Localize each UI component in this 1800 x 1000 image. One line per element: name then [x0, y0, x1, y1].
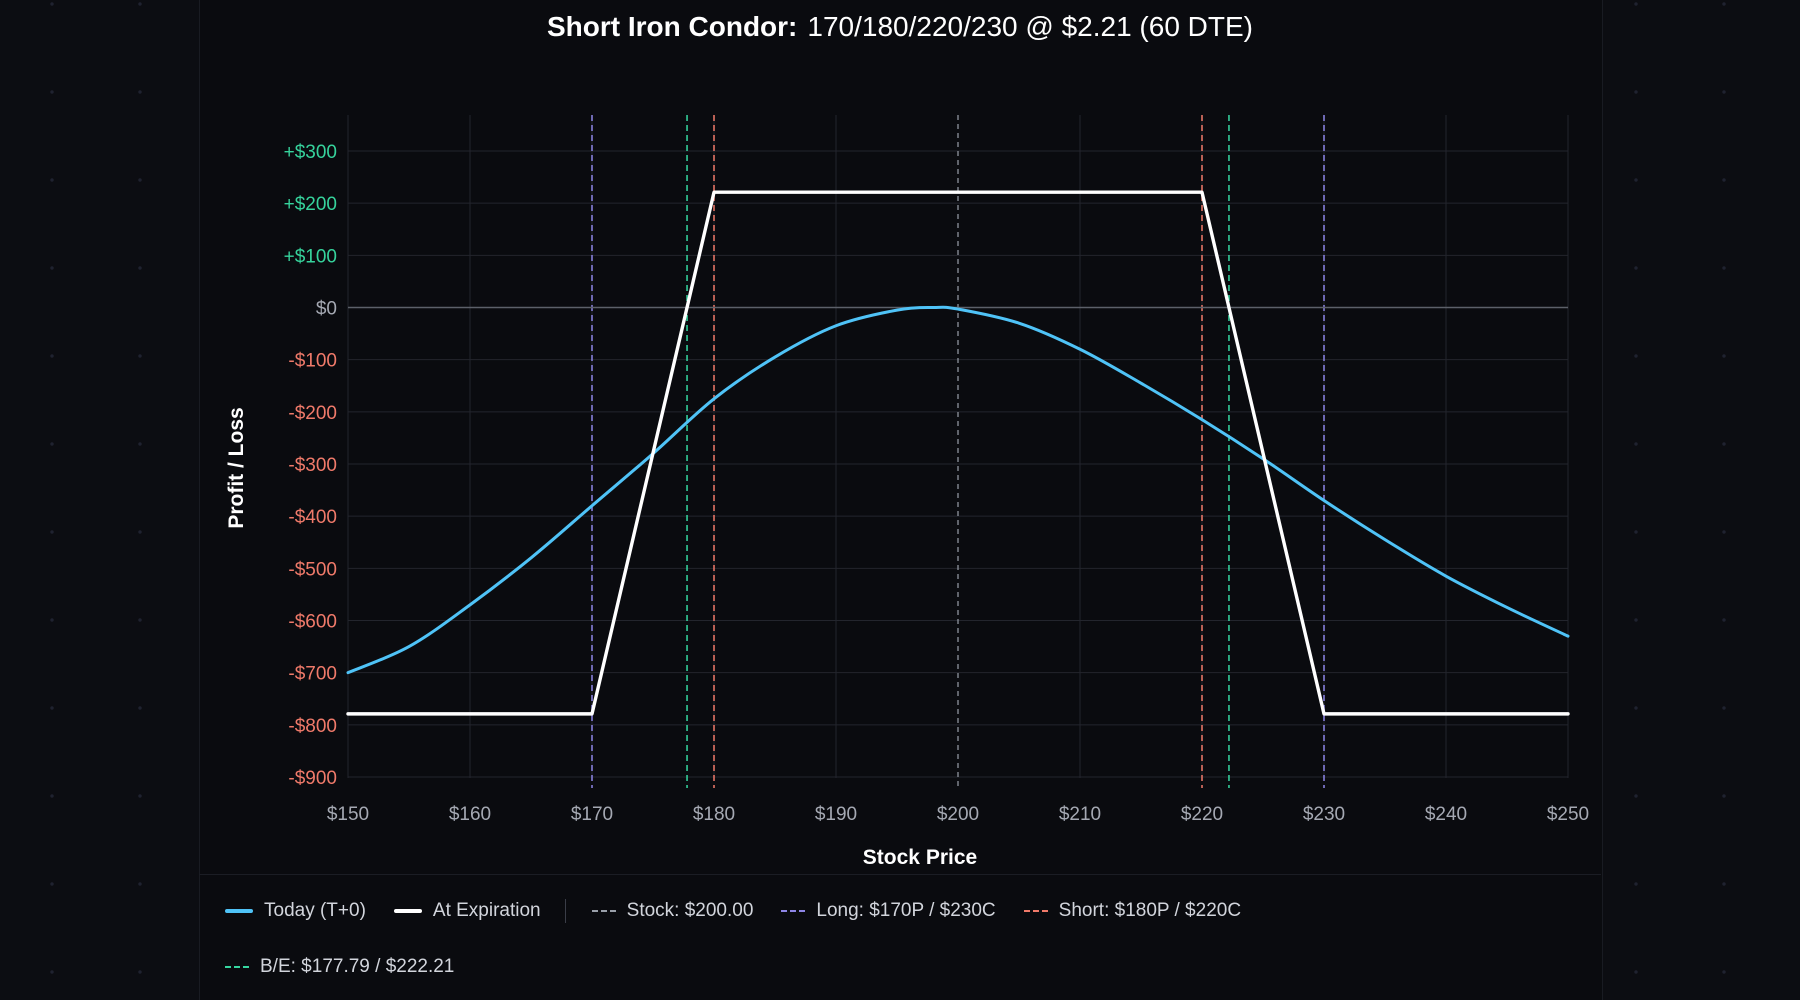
x-tick-label: $250	[1547, 804, 1589, 825]
y-tick-label: +$100	[284, 246, 337, 267]
legend-item-stock[interactable]: Stock: $200.00	[591, 899, 754, 923]
x-tick-label: $190	[815, 804, 857, 825]
x-axis-label: Stock Price	[863, 846, 977, 869]
y-axis-label: Profit / Loss	[225, 407, 248, 528]
chart-title-strategy: Short Iron Condor:	[546, 11, 798, 42]
x-tick-label: $240	[1425, 804, 1467, 825]
y-tick-label: +$200	[284, 194, 337, 215]
y-tick-label: $0	[316, 299, 337, 320]
legend-item-expiration[interactable]: At Expiration	[393, 899, 541, 923]
series-line-today	[346, 305, 1570, 675]
chart-title: Short Iron Condor: 170/180/220/230 @ $2.2…	[199, 8, 1601, 46]
legend-label-today: Today (T+0)	[264, 900, 366, 921]
series	[346, 190, 1570, 716]
legend-label-stock: Stock: $200.00	[626, 900, 754, 921]
chart-panel	[199, 0, 1603, 1000]
legend-label-long: Long: $170P / $230C	[816, 900, 996, 921]
x-tick-label: $170	[571, 804, 613, 825]
legend-row-1: Today (T+0) At Expiration Stock: $200.00…	[225, 899, 1269, 923]
x-tick-label: $150	[327, 804, 369, 825]
y-tick-label: -$600	[288, 612, 337, 633]
x-tick-label: $210	[1059, 804, 1101, 825]
y-tick-label: -$400	[288, 507, 337, 528]
x-tick-label: $230	[1303, 804, 1345, 825]
expiration-line-swatch	[393, 909, 422, 913]
x-tick-label: $200	[937, 804, 979, 825]
legend-item-today[interactable]: Today (T+0)	[225, 899, 366, 923]
y-tick-label: -$100	[288, 351, 337, 372]
legend-label-expiration: At Expiration	[432, 900, 541, 921]
short-dash-swatch	[1023, 910, 1048, 912]
legend-row-2: B/E: $177.79 / $222.21	[225, 955, 482, 979]
legend-separator	[564, 899, 566, 923]
y-tick-label: -$700	[288, 664, 337, 685]
long-dash-swatch	[781, 910, 806, 912]
y-tick-label: -$300	[288, 455, 337, 476]
y-tick-label: -$800	[288, 716, 337, 737]
legend-divider	[199, 874, 1601, 875]
legend-item-breakeven[interactable]: B/E: $177.79 / $222.21	[225, 955, 454, 979]
y-tick-label: -$200	[288, 403, 337, 424]
legend-label-short: Short: $180P / $220C	[1058, 900, 1242, 921]
legend-item-long[interactable]: Long: $170P / $230C	[781, 899, 996, 923]
breakeven-dash-swatch	[225, 966, 249, 968]
y-tick-label: +$300	[284, 142, 337, 163]
stock-dash-swatch	[591, 910, 616, 912]
y-tick-label: -$500	[288, 559, 337, 580]
x-tick-label: $220	[1181, 804, 1223, 825]
legend-label-breakeven: B/E: $177.79 / $222.21	[260, 956, 455, 977]
x-tick-label: $180	[693, 804, 735, 825]
chart-title-detail: 170/180/220/230 @ $2.21 (60 DTE)	[807, 11, 1253, 42]
series-line-expiration	[346, 190, 1570, 716]
today-line-swatch	[225, 909, 253, 913]
reference-lines	[591, 115, 1325, 788]
legend-item-short[interactable]: Short: $180P / $220C	[1023, 899, 1242, 923]
x-tick-label: $160	[449, 804, 491, 825]
y-tick-labels: +$300 +$200 +$100 $0 -$100 -$200 -$300 -$400 -$5…	[284, 142, 337, 789]
x-tick-labels: $150 $160 $170 $180 $190 $200 $210 $220 $230 $240…	[327, 804, 1589, 825]
y-tick-label: -$900	[288, 768, 337, 789]
